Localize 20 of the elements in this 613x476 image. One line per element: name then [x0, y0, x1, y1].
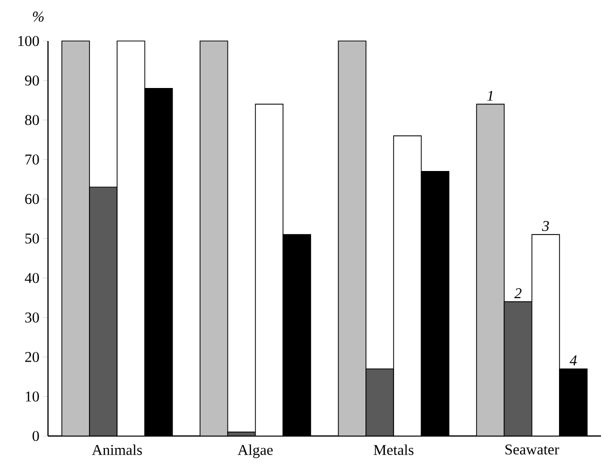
- y-tick-label: 20: [25, 352, 39, 362]
- y-tick-label: 50: [25, 233, 39, 244]
- y-axis-title: %: [32, 12, 44, 22]
- series-label: 3: [542, 220, 549, 232]
- x-tick-label: Algae: [238, 444, 273, 458]
- y-tick-label: 90: [25, 75, 39, 86]
- series-label: 1: [487, 90, 493, 101]
- y-tick-label: 0: [32, 430, 39, 442]
- y-tick-label: 40: [24, 272, 39, 284]
- x-tick-label: Seawater: [505, 444, 560, 455]
- x-tick-label: Animals: [92, 444, 142, 456]
- y-tick-label: 60: [25, 194, 39, 204]
- y-tick-label: 80: [25, 114, 39, 126]
- series-label: 2: [514, 288, 522, 298]
- y-tick-label: 10: [26, 391, 39, 402]
- x-tick-label: Metals: [374, 444, 414, 456]
- y-tick-label: 70: [26, 154, 39, 165]
- series-label: 4: [570, 356, 577, 366]
- y-tick-label: 30: [25, 312, 39, 323]
- y-tick-label: 100: [18, 36, 39, 46]
